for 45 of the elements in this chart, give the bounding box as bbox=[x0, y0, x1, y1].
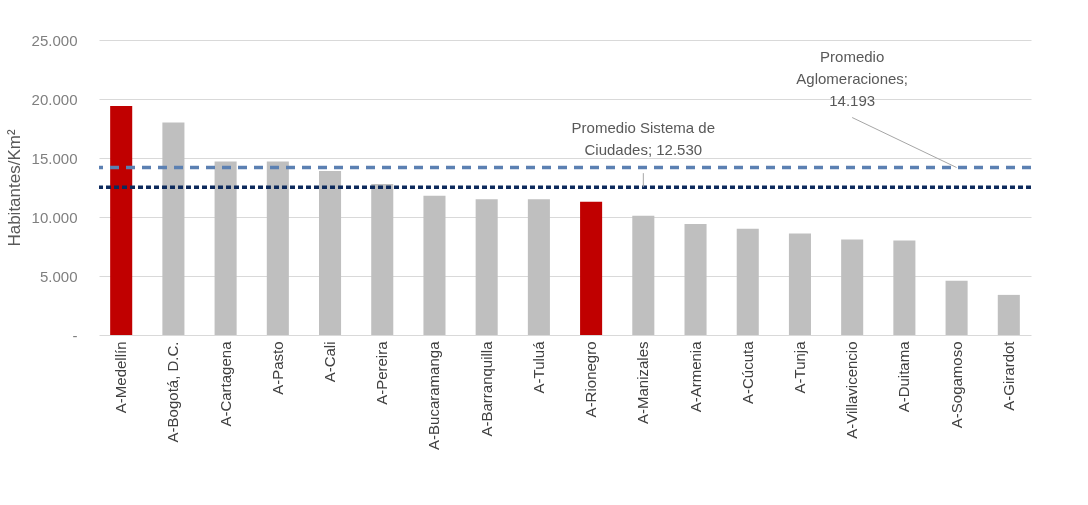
bar bbox=[632, 215, 655, 335]
bar bbox=[266, 161, 289, 335]
bar bbox=[214, 161, 237, 335]
x-tick-label: A-Pereira bbox=[373, 340, 391, 405]
y-tick-label: 15.000 bbox=[31, 149, 78, 167]
bar bbox=[580, 201, 603, 335]
x-tick-label: A-Girardot bbox=[999, 340, 1017, 411]
bar bbox=[893, 240, 916, 335]
x-tick-label: A-Tuluá bbox=[529, 340, 547, 394]
y-tick-label: - bbox=[72, 326, 78, 344]
x-tick-label: A-Medellín bbox=[112, 341, 130, 414]
bar bbox=[788, 233, 811, 335]
bar bbox=[945, 280, 968, 335]
x-tick-label: A-Cartagena bbox=[216, 340, 234, 427]
x-tick-label: A-Armenia bbox=[686, 340, 704, 413]
bar bbox=[684, 224, 707, 335]
x-tick-label: A-Manizales bbox=[634, 341, 652, 425]
y-tick-label: 20.000 bbox=[31, 90, 78, 108]
y-axis-title: Habitantes/Km² bbox=[4, 129, 24, 247]
x-tick-label: A-Bucaramanga bbox=[425, 340, 443, 450]
x-tick-label: A-Barranquilla bbox=[477, 340, 495, 437]
y-tick-label: 25.000 bbox=[31, 31, 78, 49]
x-tick-label: A-Cali bbox=[321, 341, 339, 383]
x-tick-label: A-Pasto bbox=[268, 341, 286, 395]
bar bbox=[423, 195, 446, 335]
bar bbox=[841, 239, 864, 335]
x-tick-label: A-Villavicencio bbox=[843, 341, 861, 439]
x-tick-label: A-Duitama bbox=[895, 340, 913, 413]
ref-line-label: Promedio Aglomeraciones; 14.193 bbox=[796, 47, 909, 109]
x-tick-label: A-Cúcuta bbox=[738, 340, 756, 405]
x-tick-label: A-Bogotá, D.C. bbox=[164, 341, 182, 443]
y-tick-label: 10.000 bbox=[31, 208, 78, 226]
bar bbox=[736, 228, 759, 335]
bar bbox=[110, 106, 133, 335]
y-tick-label: 5.000 bbox=[39, 267, 78, 285]
x-tick-label: A-Sogamoso bbox=[947, 341, 965, 429]
bar bbox=[997, 294, 1020, 335]
ref-line-label: Promedio Sistema de Ciudades; 12.530 bbox=[571, 119, 716, 159]
x-tick-label: A-Tunja bbox=[790, 340, 808, 394]
bar bbox=[371, 183, 394, 335]
bar bbox=[162, 122, 185, 335]
bar bbox=[527, 199, 550, 335]
bar bbox=[475, 199, 498, 335]
x-tick-label: A-Rionegro bbox=[582, 341, 600, 418]
bar bbox=[319, 170, 342, 335]
